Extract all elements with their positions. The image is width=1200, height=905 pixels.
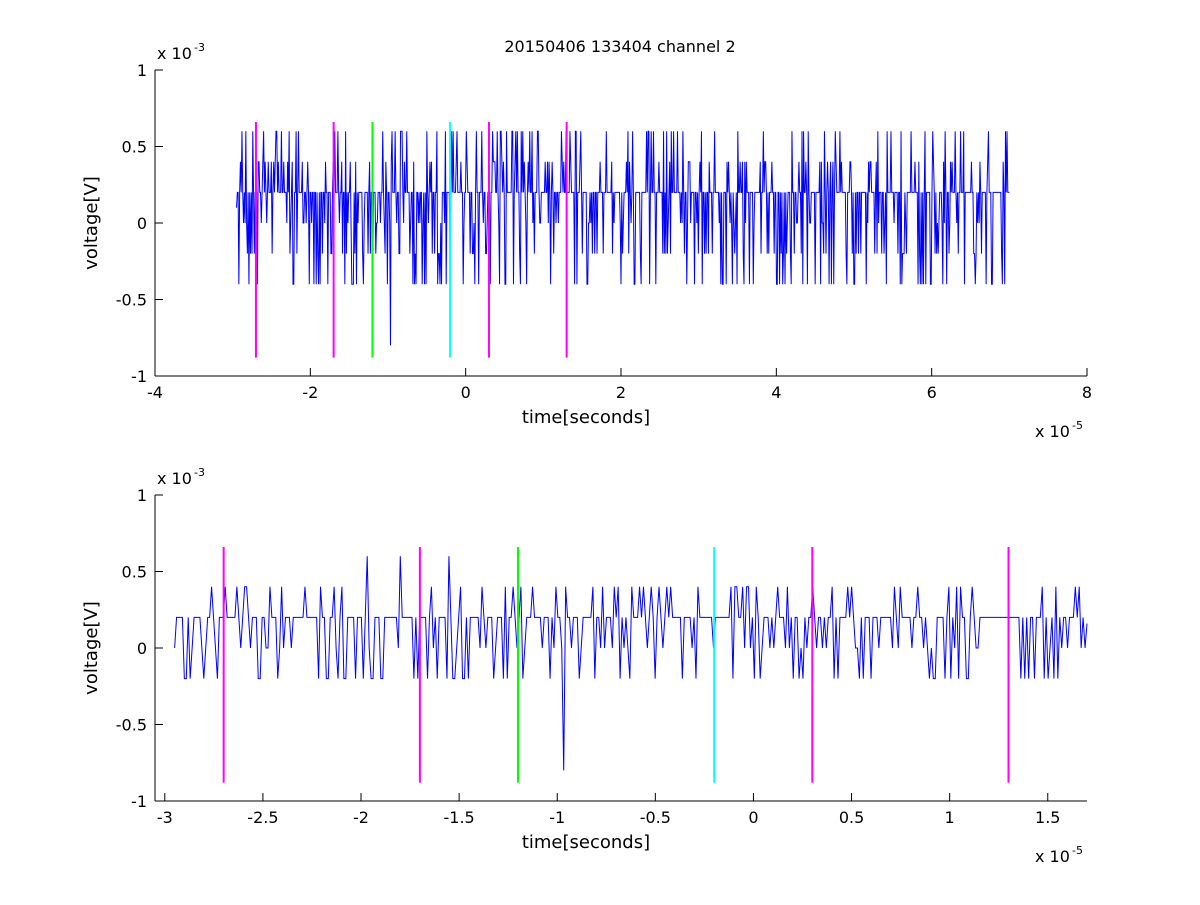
x-tick-label: 8: [1082, 383, 1092, 402]
y-tick-label: -1: [131, 792, 147, 811]
y-tick-label: 0.5: [122, 563, 147, 582]
y-tick-label: -1: [131, 367, 147, 386]
x-tick-label: -2: [353, 808, 369, 827]
top-axes: -4 -2 0 2 4 6 8 -1 -0.5 0 0.5 1 time[seconds] voltage…: [81, 41, 1092, 441]
x-tick-label: 0: [748, 808, 758, 827]
y-axis-label: voltage[V]: [81, 601, 102, 695]
y-tick-label: -0.5: [116, 716, 147, 735]
y-exponent-base: x 10: [157, 469, 192, 488]
x-tick-label: -4: [147, 383, 163, 402]
x-tick-label: -2.5: [247, 808, 278, 827]
bottom-axes: -3 -2.5 -2 -1.5 -1 -0.5 0 0.5 1 1.5 -1 -0.5 0 0.5 1 tim…: [81, 466, 1088, 866]
x-tick-label: 0.5: [839, 808, 864, 827]
y-tick-label: 0.5: [122, 138, 147, 157]
x-axis-label: time[seconds]: [522, 832, 650, 853]
x-exponent-base: x 10: [1035, 422, 1070, 441]
x-tick-label: 1.5: [1035, 808, 1060, 827]
signal-trace-0: [236, 130, 1010, 346]
y-exponent-power: -3: [194, 41, 205, 54]
x-tick-label: 0: [461, 383, 471, 402]
x-tick-label: 2: [616, 383, 626, 402]
y-tick-label: 0: [137, 214, 147, 233]
y-tick-label: 0: [137, 639, 147, 658]
y-tick-label: 1: [137, 486, 147, 505]
x-tick-label: -0.5: [640, 808, 671, 827]
x-tick-label: -1: [549, 808, 565, 827]
x-tick-label: 4: [771, 383, 781, 402]
x-exponent-power: -5: [1072, 419, 1083, 432]
x-exponent-base: x 10: [1035, 847, 1070, 866]
y-axis-label: voltage[V]: [81, 176, 102, 270]
y-exponent-power: -3: [194, 466, 205, 479]
x-tick-label: 1: [945, 808, 955, 827]
x-tick-label: -2: [302, 383, 318, 402]
x-tick-label: 6: [927, 383, 937, 402]
y-exponent-base: x 10: [157, 44, 192, 63]
signal-trace-0: [174, 556, 1088, 771]
x-tick-label: -3: [157, 808, 173, 827]
y-tick-label: 1: [137, 61, 147, 80]
y-tick-label: -0.5: [116, 291, 147, 310]
x-exponent-power: -5: [1072, 844, 1083, 857]
x-axis-label: time[seconds]: [522, 407, 650, 428]
x-tick-label: -1.5: [444, 808, 475, 827]
figure-title: 20150406 133404 channel 2: [504, 37, 735, 56]
